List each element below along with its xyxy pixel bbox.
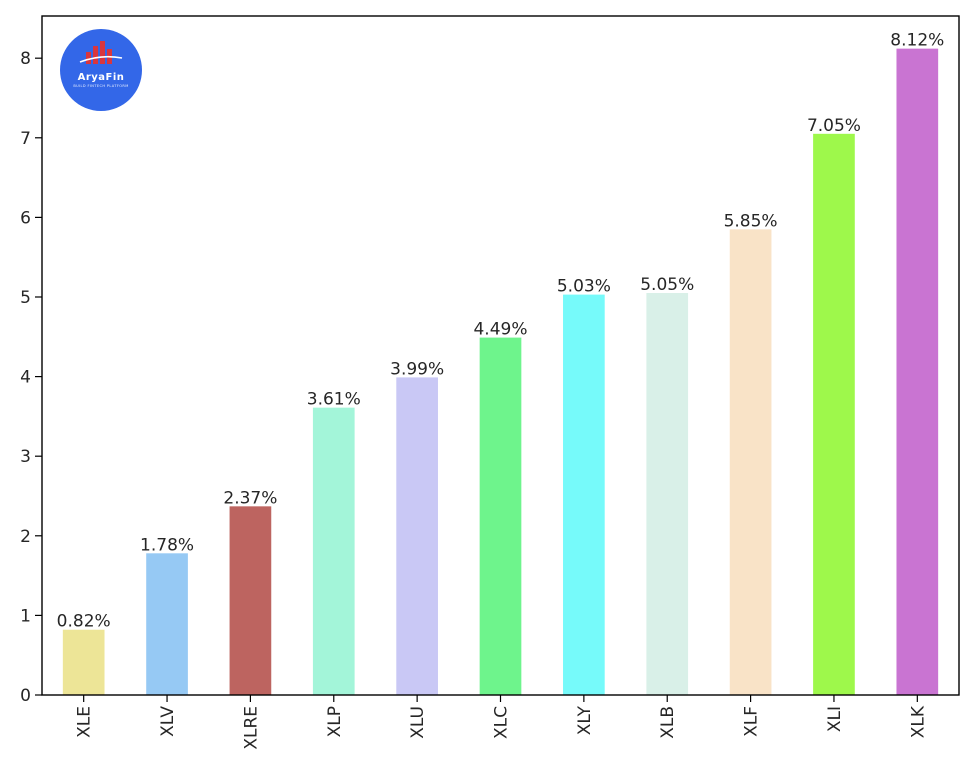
data-label-xlk: 8.12% (890, 31, 944, 51)
bars-group (62, 48, 939, 696)
bar-xlb (646, 293, 689, 695)
bar-xlf (729, 229, 772, 695)
data-label-xlf: 5.85% (724, 211, 778, 231)
y-tick-label: 0 (20, 686, 31, 706)
data-label-xlu: 3.99% (390, 359, 444, 379)
bar-xlre (229, 506, 272, 695)
bar-xlu (396, 377, 438, 695)
y-tick-label: 8 (20, 49, 31, 69)
bar-xli (813, 133, 855, 696)
y-tick-label: 1 (20, 606, 31, 626)
x-tick-label-xli: XLI (825, 706, 845, 732)
x-tick-label-xlv: XLV (158, 706, 178, 737)
logo-bars-icon (79, 41, 123, 64)
data-label-xli: 7.05% (807, 116, 861, 136)
bar-xly (563, 294, 605, 695)
plot-frame (41, 15, 960, 696)
x-axis: XLE XLV XLRE XLP XLU XLC XLY XLB XLF XLI XLK (75, 695, 928, 750)
data-labels-group: 0.82% 1.78% 2.37% 3.61% 3.99% 4.49% 5.03% 5.05%… (57, 31, 945, 632)
x-tick-label-xle: XLE (75, 706, 95, 738)
data-label-xlb: 5.05% (640, 275, 694, 295)
y-tick-label: 2 (20, 527, 31, 547)
bar-xlp (312, 407, 355, 695)
bar-xle (62, 629, 105, 695)
x-tick-label-xlk: XLK (908, 705, 928, 738)
y-axis: 0 1 2 3 4 5 6 7 8 (20, 49, 42, 706)
logo-name: AryaFin (78, 72, 125, 83)
y-tick-label: 6 (20, 208, 31, 228)
x-tick-label-xlu: XLU (408, 706, 428, 739)
data-label-xly: 5.03% (557, 277, 611, 297)
data-label-xle: 0.82% (57, 612, 111, 632)
x-tick-label-xlb: XLB (658, 706, 678, 739)
y-tick-label: 4 (20, 368, 31, 388)
x-tick-label-xlf: XLF (742, 706, 762, 737)
x-tick-label-xlc: XLC (492, 706, 512, 739)
bar-xlv (146, 553, 188, 695)
data-label-xlre: 2.37% (223, 488, 277, 508)
data-label-xlv: 1.78% (140, 535, 194, 555)
logo-tagline: BUILD FINTECH PLATFORM (73, 84, 128, 88)
bar-xlc (479, 337, 522, 695)
aryafin-logo: AryaFin BUILD FINTECH PLATFORM (60, 29, 142, 111)
y-tick-label: 5 (20, 288, 31, 308)
data-label-xlp: 3.61% (307, 390, 361, 410)
logo-circle (60, 29, 142, 111)
x-tick-label-xly: XLY (575, 705, 595, 735)
y-tick-label: 3 (20, 447, 31, 467)
data-label-xlc: 4.49% (473, 320, 527, 340)
bar-xlk (896, 48, 939, 695)
y-tick-label: 7 (20, 129, 31, 149)
x-tick-label-xlre: XLRE (241, 706, 261, 750)
x-tick-label-xlp: XLP (325, 706, 345, 737)
